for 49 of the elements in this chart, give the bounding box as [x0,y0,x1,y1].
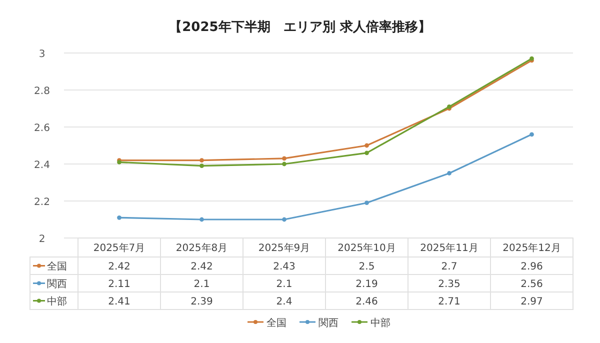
x-tick-label: 2025年10月 [338,242,396,254]
data-label: 2.42 [190,262,213,272]
point [200,164,204,168]
data-label: 2.42 [108,262,130,272]
point [364,150,369,156]
point [282,217,286,222]
legend-label: 中部 [47,296,67,308]
data-label: 2.96 [520,262,543,272]
x-tick-label: 2025年7月 [93,242,146,254]
x-tick-label: 2025年11月 [420,242,478,254]
x-tick-label: 2025年12月 [502,242,561,254]
point [282,156,286,161]
point [282,162,286,166]
data-label: 2.43 [273,262,296,272]
point [530,132,534,137]
data-label: 2.1 [276,279,292,290]
data-label: 2.4 [276,296,292,308]
data-label: 2.46 [356,296,378,308]
data-label: 2.56 [520,279,543,290]
data-label: 2.7 [441,262,458,272]
data-label: 2.35 [438,279,460,290]
text: 全国 [266,318,286,329]
y-tick-label: 2.8 [34,86,50,97]
point [200,158,204,162]
data-label: 2.11 [108,279,130,290]
y-tick-label: 2.2 [34,197,50,208]
y-tick-label: 2.6 [34,123,50,134]
legend-label: 全国 [47,260,67,272]
y-tick-label: 2 [38,234,46,245]
data-label: 2.97 [520,296,543,308]
x-tick-label: 2025年9月 [258,242,310,254]
y-tick-label: 3 [38,49,46,60]
y-tick-label: 2.4 [34,160,50,171]
chart-title: 【2025年下半期 エリア別 求人倍率推移】 [169,19,431,35]
text: 中部 [370,318,390,329]
data-label: 2.41 [108,296,130,308]
data-label: 2.19 [356,279,378,290]
data-label: 2.5 [358,262,375,272]
data-label: 2.71 [438,296,460,308]
x-tick-label: 2025年8月 [176,242,228,254]
data-label: 2.39 [190,296,213,308]
text: 関西 [318,318,338,329]
point [117,215,122,220]
point [200,217,204,222]
data-label: 2.1 [194,279,210,290]
point [364,200,369,206]
point [447,171,452,176]
legend-label: 関西 [47,279,67,290]
point [364,143,369,148]
